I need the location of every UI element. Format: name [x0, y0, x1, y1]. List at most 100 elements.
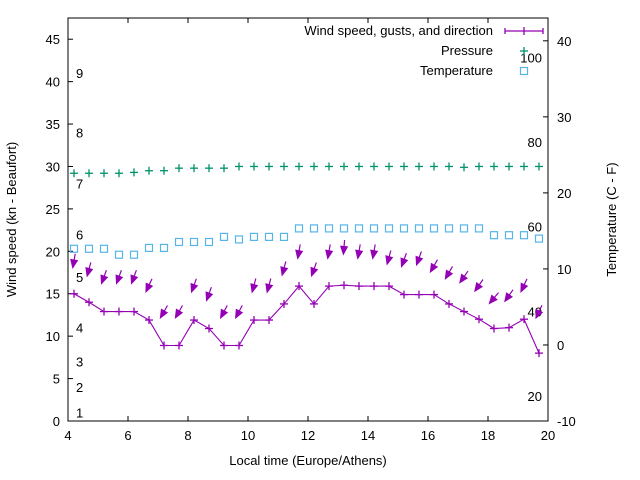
- gust-direction-arrow: [205, 286, 214, 302]
- beaufort-label: 6: [76, 227, 83, 242]
- temperature-marker: [459, 224, 469, 233]
- wind-speed-marker: [280, 299, 288, 308]
- wind-speed-marker: [265, 316, 273, 325]
- temperature-marker: [189, 237, 199, 247]
- y-tick-label: 5: [53, 372, 60, 387]
- x-tick-label: 4: [64, 428, 71, 443]
- y-tick-label: 10: [46, 329, 60, 344]
- gust-direction-arrow: [280, 261, 289, 277]
- gust-direction-arrow: [250, 278, 259, 294]
- gust-direction-arrow: [535, 304, 544, 320]
- temperature-marker: [384, 224, 394, 233]
- wind-speed-line: [73, 284, 540, 354]
- fahrenheit-label: 60: [528, 219, 542, 234]
- gust-direction-arrow: [415, 251, 424, 267]
- wind-speed-marker: [295, 282, 303, 291]
- wind-speed-marker: [445, 299, 453, 308]
- legend-pressure-sample: [520, 47, 528, 55]
- x-tick-label: 8: [184, 428, 191, 443]
- gust-direction-arrow: [444, 266, 454, 280]
- wind-speed-marker: [130, 307, 138, 316]
- pressure-marker: [310, 162, 318, 171]
- temperature-marker: [369, 224, 379, 233]
- temperature-marker: [414, 224, 424, 233]
- pressure-marker: [70, 169, 78, 178]
- beaufort-label: 4: [76, 321, 83, 336]
- wind-speed-marker: [310, 299, 318, 308]
- wind-speed-marker: [250, 316, 258, 325]
- x-tick-label: 20: [541, 428, 555, 443]
- pressure-marker: [325, 162, 333, 171]
- gust-direction-arrow: [115, 269, 124, 285]
- temperature-marker: [324, 224, 334, 233]
- temperature-marker: [174, 237, 184, 247]
- beaufort-label: 3: [76, 355, 83, 370]
- x-tick-label: 10: [241, 428, 255, 443]
- pressure-marker: [100, 169, 108, 178]
- pressure-marker: [295, 162, 303, 171]
- temperature-marker: [114, 250, 124, 259]
- temperature-marker: [339, 224, 349, 233]
- wind-speed-marker: [175, 341, 183, 350]
- pressure-marker: [385, 162, 393, 171]
- wind-speed-marker: [355, 282, 363, 291]
- temperature-marker: [204, 237, 214, 247]
- temperature-marker: [294, 224, 304, 233]
- temperature-marker: [234, 235, 244, 244]
- gust-direction-arrow: [159, 305, 169, 319]
- wind-speed-marker: [385, 282, 393, 291]
- gust-direction-arrow: [295, 244, 304, 260]
- temperature-marker: [309, 224, 319, 233]
- temperature-marker: [534, 234, 544, 243]
- pressure-marker: [220, 164, 228, 173]
- fahrenheit-label: 80: [528, 135, 542, 150]
- pressure-marker: [175, 164, 183, 173]
- wind-speed-marker: [370, 282, 378, 291]
- gust-direction-arrow: [190, 278, 199, 294]
- wind-speed-marker: [520, 315, 528, 324]
- wind-speed-marker: [205, 324, 213, 333]
- gust-direction-arrow: [520, 278, 529, 293]
- gust-direction-arrow: [174, 305, 184, 319]
- wind-speed-marker: [235, 341, 243, 350]
- x-tick-label: 14: [361, 428, 375, 443]
- pressure-marker: [535, 162, 543, 171]
- y2-tick-label: 30: [557, 110, 571, 125]
- temperature-marker: [504, 231, 514, 240]
- pressure-marker: [205, 164, 213, 173]
- pressure-marker: [415, 162, 423, 171]
- temperature-marker: [264, 232, 274, 241]
- wind-speed-marker: [430, 290, 438, 299]
- pressure-marker: [520, 162, 528, 171]
- wind-speed-marker: [340, 281, 348, 290]
- y-axis-title: Wind speed (kn - Beaufort): [4, 142, 19, 297]
- wind-speed-marker: [460, 307, 468, 316]
- temperature-marker: [429, 224, 439, 233]
- wind-speed-marker: [190, 316, 198, 325]
- legend-wind-sample: [504, 27, 544, 35]
- pressure-marker: [115, 169, 123, 178]
- gust-direction-arrow: [488, 292, 499, 305]
- y2-tick-label: 10: [557, 262, 571, 277]
- gust-direction-arrow: [219, 305, 229, 320]
- gust-direction-arrow: [70, 253, 79, 270]
- gust-direction-arrow: [400, 253, 409, 268]
- fahrenheit-label: 20: [528, 389, 542, 404]
- pressure-marker: [490, 162, 498, 171]
- pressure-marker: [265, 162, 273, 171]
- temperature-marker: [84, 244, 94, 253]
- temperature-marker: [519, 231, 529, 240]
- pressure-marker: [250, 162, 258, 171]
- temperature-marker: [144, 243, 154, 253]
- temperature-marker: [474, 224, 484, 233]
- beaufort-label: 8: [76, 126, 83, 141]
- pressure-marker: [280, 162, 288, 171]
- y2-axis-title: Temperature (C - F): [604, 162, 619, 276]
- gust-direction-arrow: [459, 270, 469, 284]
- pressure-marker: [355, 162, 363, 171]
- pressure-marker: [160, 166, 168, 175]
- gust-direction-arrow: [265, 278, 274, 294]
- y-tick-label: 0: [53, 414, 60, 429]
- legend-entry-label: Wind speed, gusts, and direction: [304, 23, 493, 38]
